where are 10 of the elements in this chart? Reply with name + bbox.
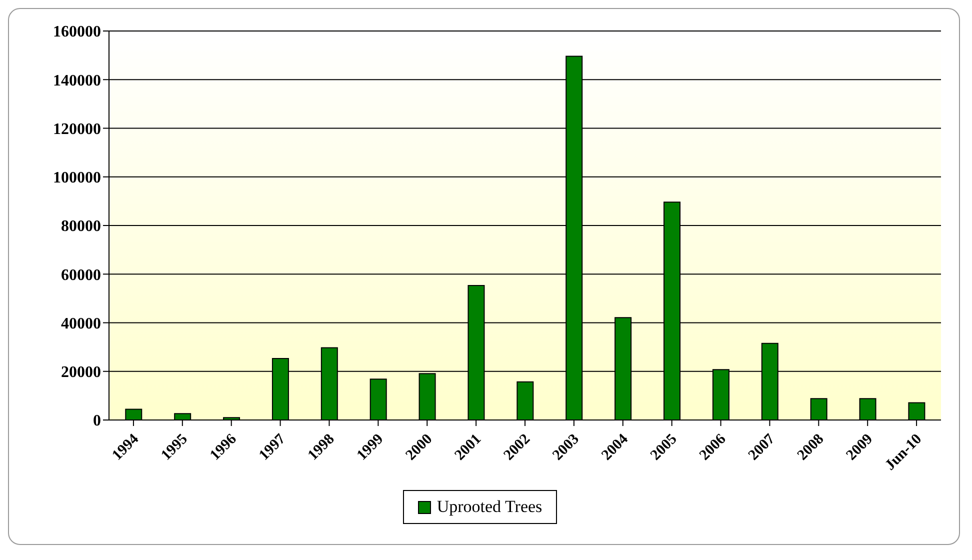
y-tick-label: 120000: [53, 120, 101, 138]
y-tick-label: 60000: [61, 266, 101, 284]
legend-label: Uprooted Trees: [436, 497, 542, 517]
y-tick-label: 140000: [53, 72, 101, 90]
y-tick-label: 100000: [53, 170, 101, 187]
y-tick-label: 20000: [61, 364, 101, 382]
y-tick-label: 0: [93, 412, 101, 430]
y-tick-label: 80000: [61, 218, 101, 236]
y-tick-label: 40000: [61, 315, 101, 332]
y-tick-label: 160000: [53, 24, 101, 41]
